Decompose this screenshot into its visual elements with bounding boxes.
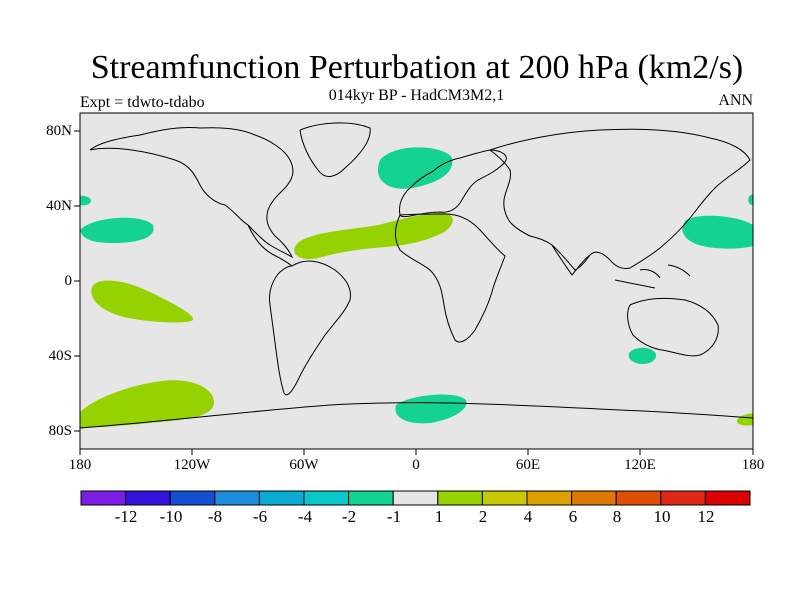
chart-title: Streamfunction Perturbation at 200 hPa (… <box>90 49 744 86</box>
lat-label-0: 0 <box>64 273 73 289</box>
colorbar-box <box>526 490 573 506</box>
anomaly-region-tropical-atlantic <box>294 212 453 260</box>
colorbar-box <box>214 490 260 506</box>
colorbar-label: 2 <box>478 507 488 526</box>
lat-label-80n: 80N <box>46 123 72 139</box>
lon-label-180w: 180 <box>68 457 92 473</box>
anomaly-region-north-atlantic <box>377 147 453 189</box>
colorbar-label: -12 <box>114 507 138 526</box>
latitude-ticks <box>74 130 80 432</box>
coast-antarctica <box>79 402 754 429</box>
colorbar-box <box>258 490 305 506</box>
colorbar-box <box>660 490 706 506</box>
lat-label-40s: 40S <box>48 348 72 364</box>
lon-label-60w: 60W <box>289 457 319 473</box>
anomaly-region-southern-ocean <box>80 380 215 428</box>
coast-central-america <box>247 224 293 267</box>
anomaly-region-south-pacific <box>91 280 194 323</box>
colorbar-box <box>348 490 394 506</box>
colorbar-box <box>481 490 528 506</box>
lon-label-0: 0 <box>412 457 420 473</box>
season-label: ANN <box>718 92 753 109</box>
anomaly-region-west-edge-east <box>748 194 753 205</box>
colorbar-label: 4 <box>523 507 533 526</box>
coast-north-america <box>89 127 294 259</box>
colorbar-label: -4 <box>297 507 313 526</box>
colorbar-box <box>169 490 216 506</box>
lon-label-60e: 60E <box>515 457 541 473</box>
colorbar-box <box>437 490 483 506</box>
colorbar-box <box>571 490 617 506</box>
colorbar-box <box>80 490 127 506</box>
anomaly-region-north-pacific-west <box>682 215 753 249</box>
lat-label-40n: 40N <box>46 198 72 214</box>
coast-india <box>551 244 591 276</box>
coast-asia <box>489 128 751 271</box>
colorbar <box>80 490 751 506</box>
coast-africa <box>395 213 506 343</box>
lon-label-120e: 120E <box>624 457 656 473</box>
coast-europe <box>399 149 507 218</box>
colorbar-label: 6 <box>568 507 578 526</box>
lon-label-120w: 120W <box>173 457 211 473</box>
colorbar-label: -2 <box>341 507 357 526</box>
colorbar-label: 12 <box>697 507 715 526</box>
chart-subtitle: 014kyr BP - HadCM3M2,1 <box>328 87 505 104</box>
colorbar-box <box>392 490 439 506</box>
coast-indonesia <box>614 264 691 289</box>
lon-label-180e: 180 <box>741 457 765 473</box>
colorbar-label: 8 <box>612 507 622 526</box>
colorbar-box <box>125 490 171 506</box>
longitude-ticks <box>79 449 754 455</box>
coast-greenland <box>299 122 371 177</box>
colorbar-box <box>303 490 350 506</box>
colorbar-box <box>615 490 662 506</box>
lat-label-80s: 80S <box>48 423 72 439</box>
colorbar-label: 1 <box>434 507 444 526</box>
anomaly-region-east-pacific-edge <box>80 195 91 206</box>
coast-south-america <box>269 260 351 396</box>
colorbar-box <box>704 490 751 506</box>
coast-australia <box>627 297 719 357</box>
anomaly-regions <box>80 147 753 428</box>
anomaly-region-southern-ocean-east <box>736 413 753 426</box>
anomaly-region-southern-atlantic <box>395 394 467 424</box>
coastlines <box>79 122 754 429</box>
colorbar-label: -10 <box>159 507 183 526</box>
colorbar-label: 10 <box>653 507 671 526</box>
anomaly-region-southern-indian <box>628 347 657 364</box>
experiment-label: Expt = tdwto-tdabo <box>80 94 205 111</box>
colorbar-label: -8 <box>207 507 223 526</box>
colorbar-label: -6 <box>252 507 268 526</box>
colorbar-label: -1 <box>386 507 402 526</box>
anomaly-region-north-pacific-east <box>80 217 154 243</box>
